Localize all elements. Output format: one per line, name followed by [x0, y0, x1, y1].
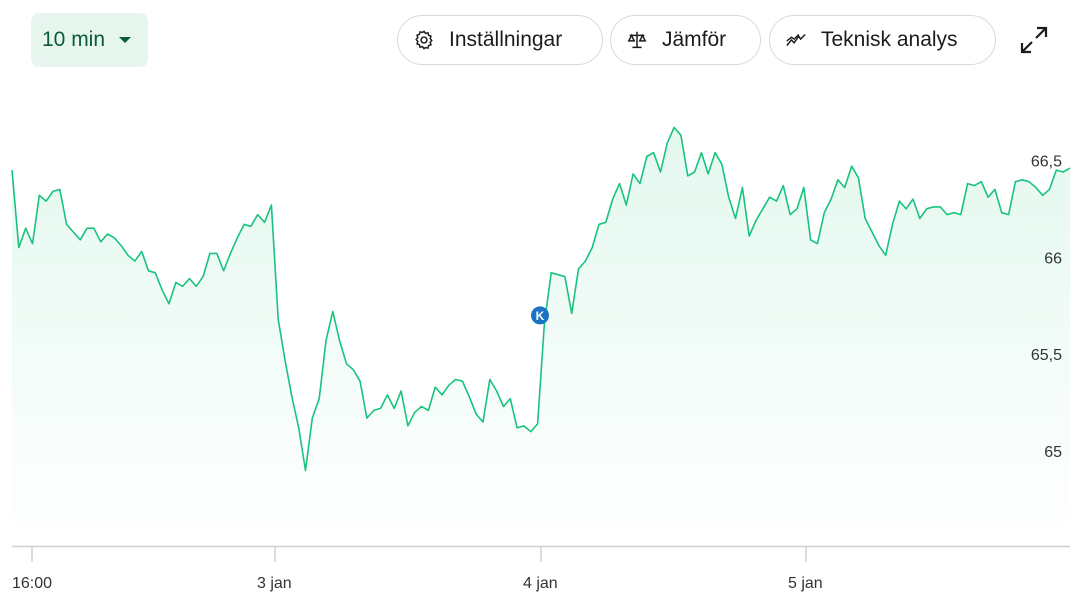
x-tick-label: 16:00	[12, 575, 52, 592]
x-tick-label: 5 jan	[788, 575, 823, 592]
settings-label: Inställningar	[449, 28, 563, 51]
trend-line-icon	[785, 29, 807, 51]
price-series-line	[11, 126, 1071, 472]
interval-dropdown[interactable]: 10 min	[31, 13, 148, 67]
x-axis-ticks: 16:00 3 jan 4 jan 5 jan	[12, 547, 823, 592]
area-fill-path	[12, 127, 1070, 547]
event-marker-dot[interactable]	[531, 306, 549, 325]
technical-analysis-label: Teknisk analys	[821, 28, 958, 51]
gear-icon	[413, 29, 435, 51]
price-line	[11, 126, 1071, 472]
x-tick-label: 3 jan	[257, 575, 292, 592]
technical-analysis-button[interactable]: Teknisk analys	[769, 15, 996, 65]
interval-label: 10 min	[42, 28, 106, 51]
expand-icon[interactable]	[1018, 24, 1050, 56]
compare-label: Jämför	[662, 28, 727, 51]
balance-scale-icon	[626, 29, 648, 51]
y-tick-label: 66,5	[1031, 153, 1062, 170]
event-marker-label: K	[536, 309, 545, 323]
y-tick-label: 65,5	[1031, 347, 1062, 364]
y-tick-label: 66	[1044, 250, 1062, 267]
y-tick-label: 65	[1044, 444, 1062, 461]
chart-toolbar: 10 min Inställningar Jämför Teknisk	[0, 0, 1078, 80]
price-chart: 16:00 3 jan 4 jan 5 jan 65 65,5 66 66,5 K	[11, 126, 1071, 592]
area-fill	[12, 127, 1070, 547]
y-axis-ticks: 65 65,5 66 66,5	[1031, 153, 1062, 461]
caret-down-icon	[119, 37, 132, 43]
event-marker[interactable]: K	[531, 306, 549, 325]
x-tick-label: 4 jan	[523, 575, 558, 592]
settings-button[interactable]: Inställningar	[397, 15, 603, 65]
compare-button[interactable]: Jämför	[610, 15, 761, 65]
